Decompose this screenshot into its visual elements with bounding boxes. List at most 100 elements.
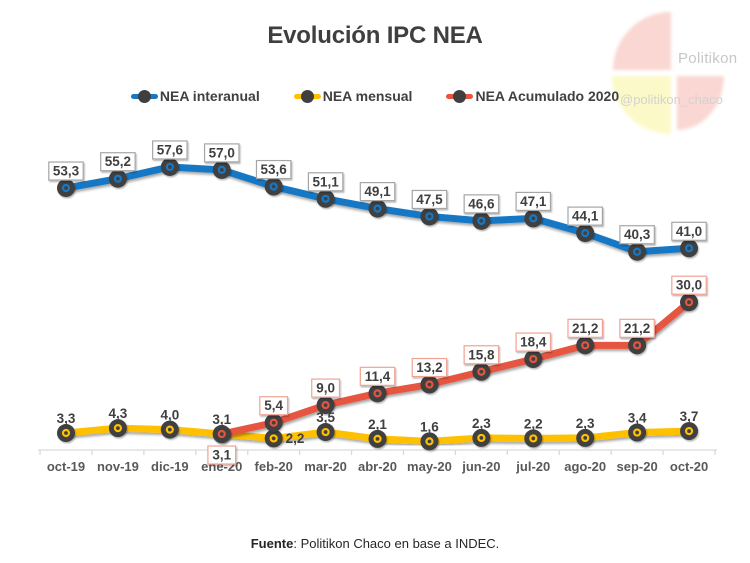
- data-label: 18,4: [520, 335, 547, 350]
- data-point-marker: [57, 424, 75, 443]
- data-point-marker-ring-icon: [321, 427, 330, 437]
- data-point-marker: [108, 419, 127, 438]
- data-point-marker: [628, 336, 647, 355]
- data-label-box: [311, 378, 341, 398]
- data-point-marker: [524, 429, 543, 448]
- data-label: 3,3: [57, 411, 76, 426]
- watermark: @politikon_chaco: [620, 92, 723, 107]
- data-point-marker-ring-icon: [373, 434, 382, 444]
- x-axis-label: dic-19: [151, 459, 189, 474]
- data-point-marker: [212, 160, 231, 179]
- data-point-marker-ring-icon: [529, 214, 538, 223]
- data-point-marker: [472, 428, 491, 447]
- brand-name: Politikon: [678, 50, 738, 67]
- data-point-marker: [680, 293, 699, 312]
- data-point-marker-ring-icon: [269, 182, 278, 191]
- data-point-marker-ring-icon: [477, 367, 486, 376]
- data-point-marker: [316, 396, 335, 415]
- data-label-box: [255, 159, 292, 180]
- data-label: 11,4: [365, 369, 391, 384]
- data-point-marker: [472, 211, 491, 230]
- data-point-marker: [680, 239, 699, 258]
- data-point-marker: [264, 429, 283, 448]
- data-label: 2,2: [286, 431, 305, 446]
- x-axis-label: oct-19: [47, 459, 85, 474]
- data-point-marker-ring-icon: [269, 434, 278, 443]
- data-label: 55,2: [105, 154, 131, 169]
- data-point-marker-ring-icon: [425, 380, 434, 389]
- legend-marker-dot-icon: [453, 89, 467, 103]
- data-label-box: [463, 345, 500, 365]
- data-point-marker-ring-icon: [529, 354, 538, 364]
- data-label: 3,1: [212, 412, 231, 427]
- data-label-box: [100, 152, 136, 172]
- data-label: 53,3: [53, 164, 80, 179]
- source-footer: Fuente: Politikon Chaco en base a INDEC.: [0, 536, 750, 551]
- data-label: 5,4: [264, 398, 283, 413]
- data-point-marker: [524, 209, 543, 228]
- data-point-marker-ring-icon: [477, 433, 486, 443]
- data-point-marker: [576, 336, 595, 355]
- data-label: 40,3: [624, 227, 651, 242]
- data-label: 2,1: [368, 417, 387, 432]
- data-point-marker: [576, 428, 595, 447]
- data-label: 2,2: [524, 416, 543, 431]
- data-point-marker: [628, 423, 647, 442]
- legend-swatch-mensual-icon: [293, 89, 321, 103]
- data-label-box: [359, 182, 396, 202]
- data-point-marker-ring-icon: [581, 229, 590, 238]
- data-label: 57,0: [209, 145, 235, 160]
- data-point-marker: [316, 189, 335, 208]
- data-label: 21,2: [572, 321, 598, 336]
- data-point-marker: [420, 375, 439, 394]
- data-label: 30,0: [676, 278, 702, 293]
- data-label: 21,2: [624, 321, 650, 336]
- chart-legend: NEA interanual NEA mensual NEA Acumulado…: [0, 88, 750, 104]
- data-label: 3,1: [212, 448, 231, 463]
- data-label: 2,3: [472, 416, 491, 431]
- data-point-marker: [576, 224, 595, 243]
- data-point-marker: [628, 242, 647, 261]
- data-point-marker-ring-icon: [633, 428, 642, 437]
- data-point-marker-ring-icon: [165, 162, 174, 172]
- data-label: 9,0: [316, 381, 335, 396]
- data-point-marker: [420, 432, 439, 451]
- data-label: 4,3: [109, 406, 128, 421]
- data-label-box: [411, 189, 448, 210]
- data-point-marker-ring-icon: [425, 437, 434, 446]
- legend-marker-dot-icon: [137, 89, 151, 103]
- data-label-box: [567, 318, 604, 338]
- x-axis-label: feb-20: [255, 459, 293, 474]
- footer-source-text: : Politikon Chaco en base a INDEC.: [293, 536, 500, 551]
- data-point-marker-ring-icon: [165, 425, 174, 434]
- data-point-marker: [316, 423, 335, 442]
- data-point-marker-ring-icon: [217, 165, 226, 174]
- data-point-marker-ring-icon: [61, 428, 71, 438]
- data-label: 15,8: [468, 347, 495, 362]
- data-label-box: [207, 445, 237, 465]
- legend-swatch-acumulado-icon: [446, 89, 474, 103]
- data-point-marker: [472, 362, 491, 381]
- data-label-box: [515, 191, 552, 212]
- x-axis-label: oct-20: [670, 459, 708, 474]
- data-label-box: [463, 194, 500, 214]
- data-point-marker-ring-icon: [633, 341, 642, 350]
- data-point-marker: [368, 384, 387, 403]
- data-point-marker-ring-icon: [529, 434, 538, 443]
- data-label-box: [619, 318, 655, 338]
- series-line-nea-acumulado-2020: [218, 298, 693, 438]
- data-label-box: [48, 161, 84, 181]
- data-label-box: [515, 332, 552, 352]
- legend-label: NEA mensual: [322, 88, 413, 104]
- x-axis-label: may-20: [407, 459, 452, 474]
- x-axis-label: nov-19: [97, 459, 139, 474]
- data-point-marker-ring-icon: [425, 212, 434, 221]
- data-point-marker-ring-icon: [684, 244, 694, 253]
- footer-source-label: Fuente: [250, 536, 294, 551]
- page-title: Evolución IPC NEA: [267, 22, 483, 49]
- data-point-marker-ring-icon: [61, 183, 71, 193]
- legend-swatch-interanual-icon: [130, 89, 158, 103]
- data-label: 2,3: [576, 416, 595, 431]
- data-point-marker-ring-icon: [581, 341, 590, 350]
